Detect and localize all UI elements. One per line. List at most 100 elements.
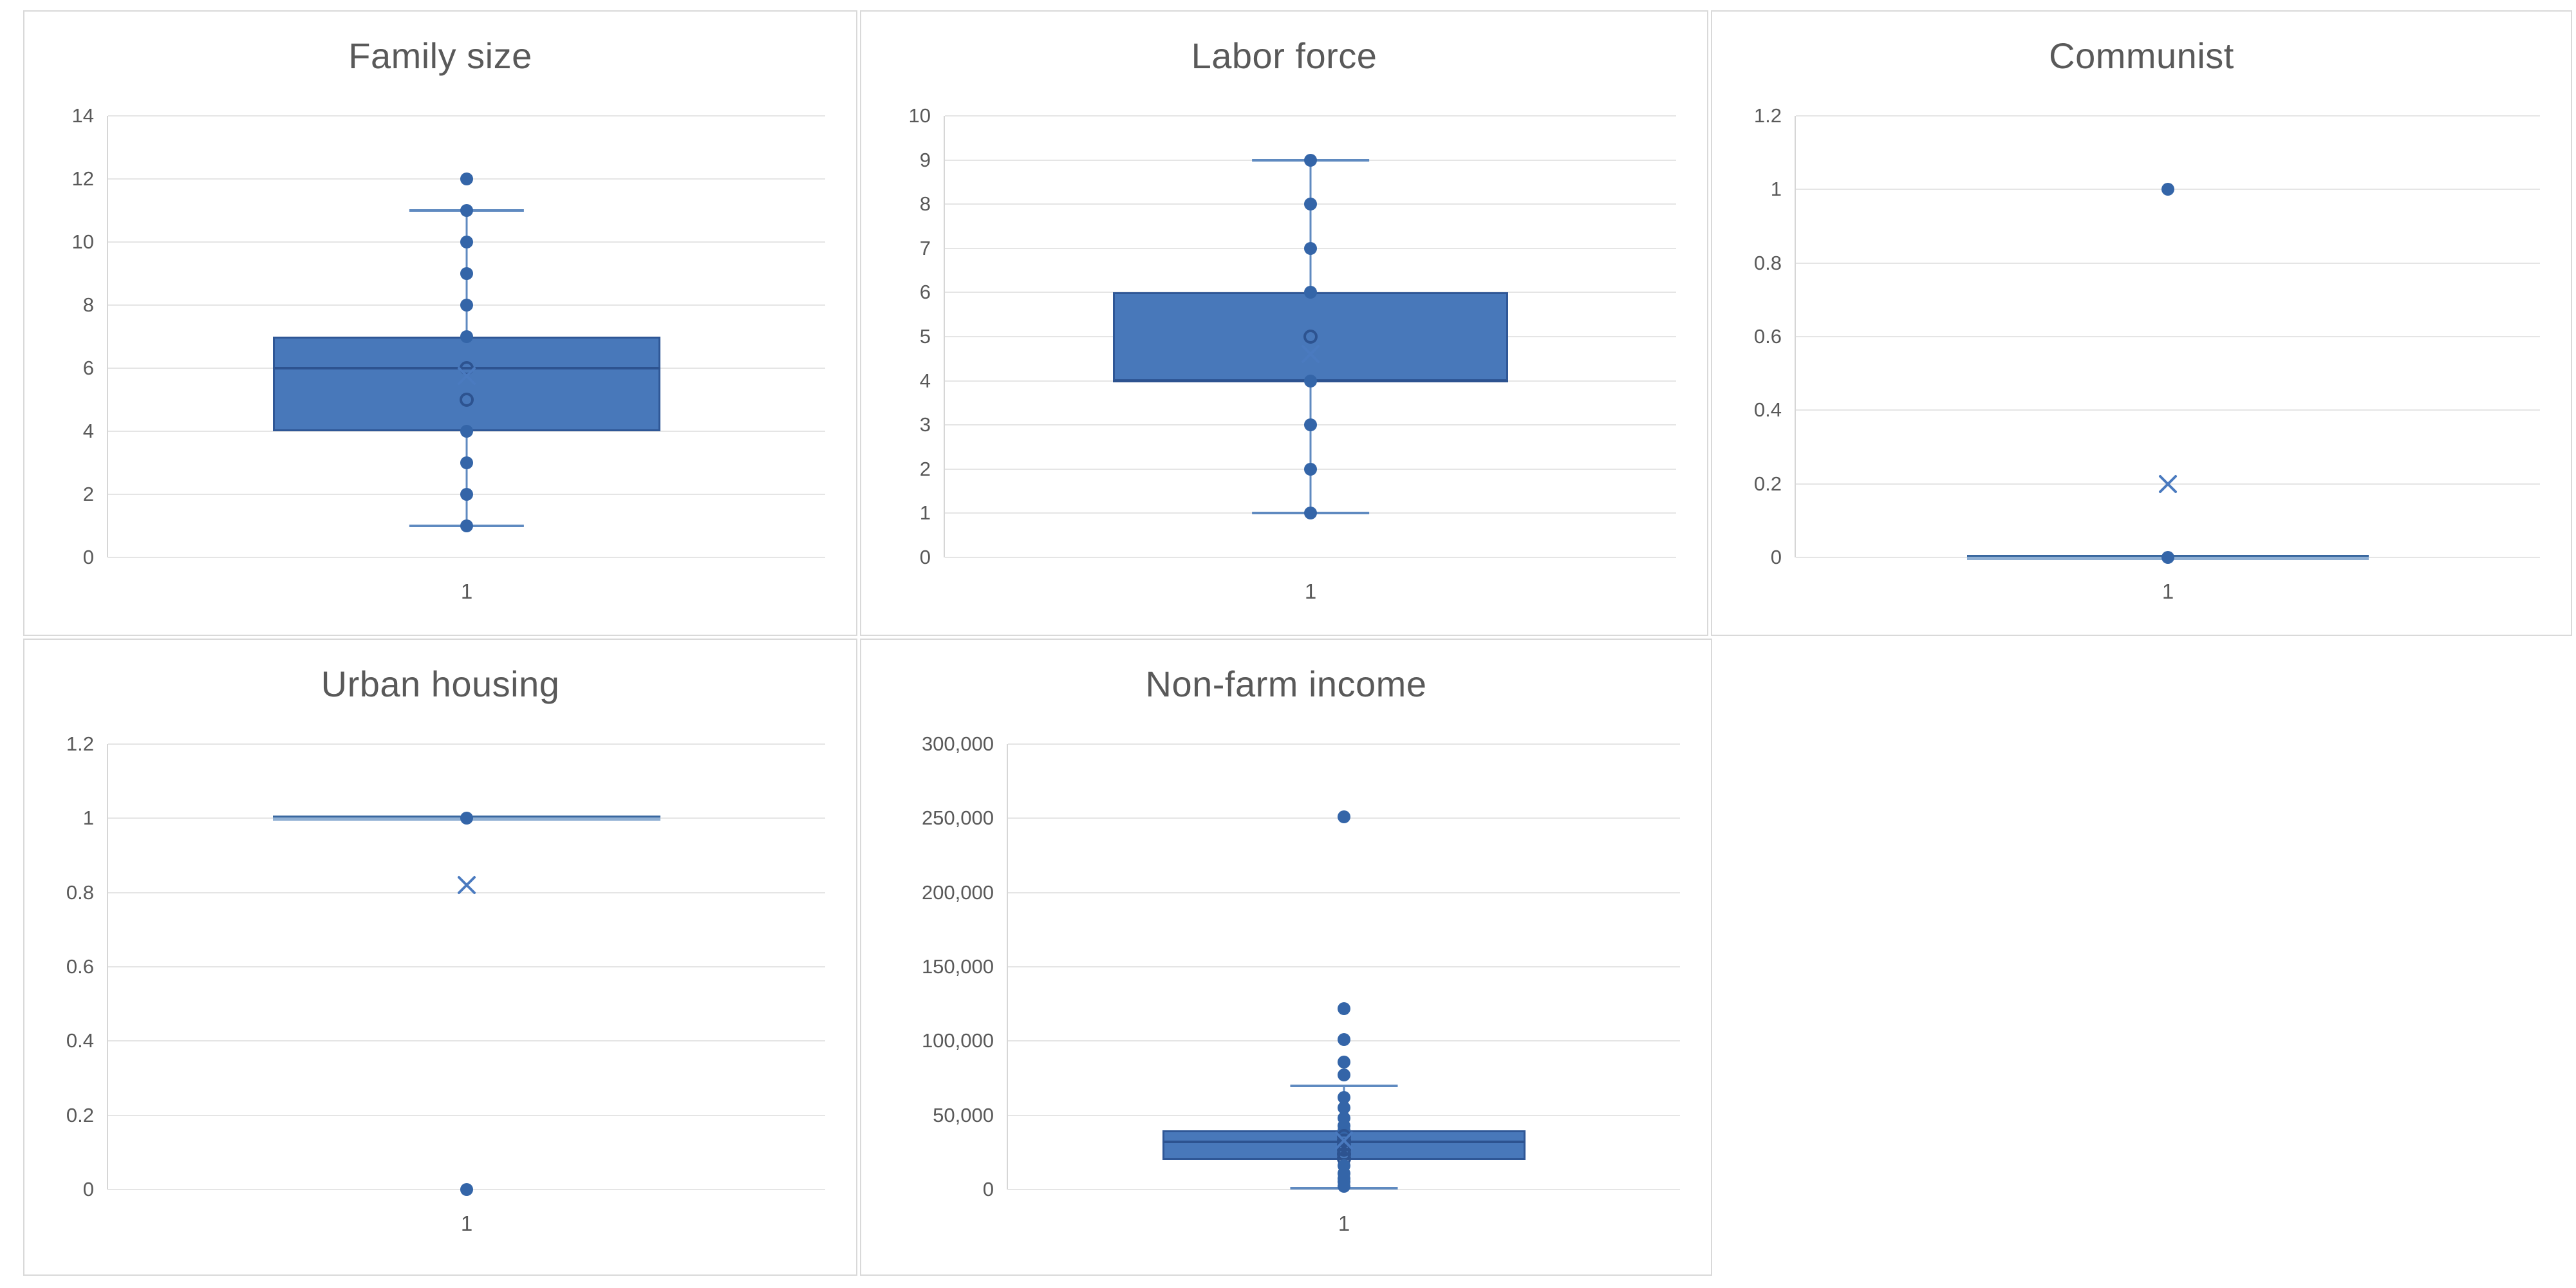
chart-title: Non-farm income bbox=[1145, 664, 1427, 704]
x-axis-category-label: 1 bbox=[460, 1211, 473, 1235]
y-tick-label: 0 bbox=[82, 1178, 94, 1200]
mean-marker bbox=[456, 365, 478, 387]
chart-panel-communist: Communist 1 0 0.2 0.4 0.6 0.8 1 1.2 bbox=[1711, 10, 2572, 636]
gridline bbox=[945, 557, 1676, 558]
gridline bbox=[1796, 409, 2540, 411]
plot-area: 1 0 2 4 6 8 10 12 14 bbox=[72, 104, 825, 603]
chart-title: Labor force bbox=[1191, 35, 1377, 76]
data-point bbox=[460, 425, 473, 438]
y-tick-label: 9 bbox=[919, 148, 931, 171]
data-point bbox=[1338, 1101, 1350, 1115]
gridline bbox=[108, 743, 825, 745]
plot-area: 1 0 50,000 100,000 150,000 200,000 250,000 300… bbox=[922, 733, 1680, 1235]
gridline bbox=[1796, 336, 2540, 337]
data-point bbox=[1338, 1180, 1350, 1193]
y-tick-label: 6 bbox=[82, 357, 94, 379]
y-tick-label: 200,000 bbox=[921, 881, 994, 904]
y-tick-label: 0.8 bbox=[66, 881, 94, 904]
data-point bbox=[460, 267, 473, 280]
y-tick-label: 1.2 bbox=[66, 733, 94, 755]
data-point bbox=[460, 393, 474, 407]
gridline bbox=[1796, 115, 2540, 117]
chart-panel-labor-force: Labor force 1 0 1 2 3 4 5 6 7 8 9 10 bbox=[860, 10, 1708, 636]
data-point bbox=[460, 519, 473, 532]
y-tick-label: 14 bbox=[71, 104, 94, 127]
y-tick-label: 8 bbox=[919, 192, 931, 216]
plot-area: 1 0 1 2 3 4 5 6 7 8 9 10 bbox=[909, 104, 1676, 603]
plot-area: 1 0 0.2 0.4 0.6 0.8 1 1.2 bbox=[66, 733, 825, 1235]
data-point bbox=[1304, 462, 1317, 476]
y-axis-line bbox=[107, 116, 108, 557]
data-point bbox=[1338, 1055, 1350, 1069]
data-point bbox=[460, 330, 473, 343]
chart-panel-non-farm-income: Non-farm income 1 0 50,000 100,000 150,000 2… bbox=[860, 639, 1712, 1276]
y-tick-label: 0.4 bbox=[1753, 398, 1782, 422]
data-point bbox=[2161, 551, 2174, 564]
y-tick-label: 5 bbox=[919, 325, 931, 348]
y-tick-label: 8 bbox=[82, 294, 94, 316]
y-tick-label: 0 bbox=[82, 546, 94, 568]
data-point bbox=[1304, 286, 1317, 299]
y-axis-line bbox=[944, 116, 945, 557]
data-point bbox=[1338, 1069, 1350, 1082]
gridline bbox=[108, 1040, 825, 1042]
y-tick-label: 0.4 bbox=[66, 1029, 94, 1052]
gridline bbox=[108, 966, 825, 967]
gridline bbox=[945, 115, 1676, 117]
y-axis-line bbox=[107, 744, 108, 1190]
y-tick-label: 1 bbox=[82, 807, 94, 830]
data-point bbox=[1338, 1002, 1350, 1015]
y-tick-label: 0.6 bbox=[66, 955, 94, 978]
whisker-cap-top bbox=[1290, 1084, 1398, 1087]
data-point bbox=[1304, 418, 1317, 432]
gridline bbox=[108, 115, 825, 117]
y-axis-line bbox=[1007, 744, 1008, 1190]
y-tick-label: 50,000 bbox=[933, 1103, 994, 1126]
chart-title: Urban housing bbox=[321, 664, 560, 704]
y-tick-label: 6 bbox=[919, 281, 931, 304]
chart-panel-urban-housing: Urban housing 1 0 0.2 0.4 0.6 0.8 1 1.2 bbox=[23, 639, 857, 1276]
y-tick-label: 4 bbox=[919, 369, 931, 392]
y-tick-label: 0 bbox=[919, 546, 931, 568]
y-tick-label: 150,000 bbox=[921, 955, 994, 978]
y-tick-label: 0 bbox=[1770, 546, 1782, 568]
data-point bbox=[1304, 153, 1317, 167]
chart-title: Family size bbox=[348, 35, 532, 76]
y-tick-label: 10 bbox=[71, 230, 94, 253]
data-point bbox=[460, 204, 473, 217]
y-tick-label: 0.2 bbox=[1753, 472, 1782, 495]
y-tick-label: 1 bbox=[919, 501, 931, 525]
y-tick-label: 100,000 bbox=[921, 1029, 994, 1052]
chart-panel-family-size: Family size 1 0 2 4 6 8 10 12 14 bbox=[23, 10, 857, 636]
gridline bbox=[1008, 743, 1680, 745]
data-point bbox=[460, 1183, 473, 1196]
data-point bbox=[1304, 241, 1317, 255]
gridline bbox=[108, 1114, 825, 1116]
gridline bbox=[1008, 891, 1680, 893]
y-tick-label: 2 bbox=[919, 457, 931, 480]
y-tick-label: 4 bbox=[82, 420, 94, 442]
y-tick-label: 0 bbox=[982, 1178, 994, 1200]
y-tick-label: 250,000 bbox=[921, 807, 994, 830]
x-axis-category-label: 1 bbox=[1338, 1211, 1350, 1235]
y-tick-label: 7 bbox=[919, 236, 931, 259]
y-tick-label: 1 bbox=[1770, 178, 1782, 201]
y-tick-label: 3 bbox=[919, 413, 931, 436]
data-point bbox=[460, 456, 473, 469]
data-point bbox=[460, 488, 473, 501]
data-point bbox=[460, 299, 473, 312]
mean-marker bbox=[456, 874, 478, 896]
y-tick-label: 0.2 bbox=[66, 1103, 94, 1126]
data-point bbox=[1338, 810, 1350, 824]
mean-marker bbox=[2157, 473, 2179, 495]
x-axis-category-label: 1 bbox=[460, 579, 473, 603]
data-point bbox=[1304, 374, 1317, 387]
plot-area: 1 0 0.2 0.4 0.6 0.8 1 1.2 bbox=[1754, 104, 2540, 603]
y-axis-line bbox=[1795, 116, 1796, 557]
mean-marker bbox=[1333, 1130, 1355, 1152]
x-axis-category-label: 1 bbox=[1304, 579, 1317, 603]
gridline bbox=[1008, 966, 1680, 967]
y-tick-label: 0.6 bbox=[1753, 325, 1782, 348]
x-axis-category-label: 1 bbox=[2161, 579, 2174, 603]
